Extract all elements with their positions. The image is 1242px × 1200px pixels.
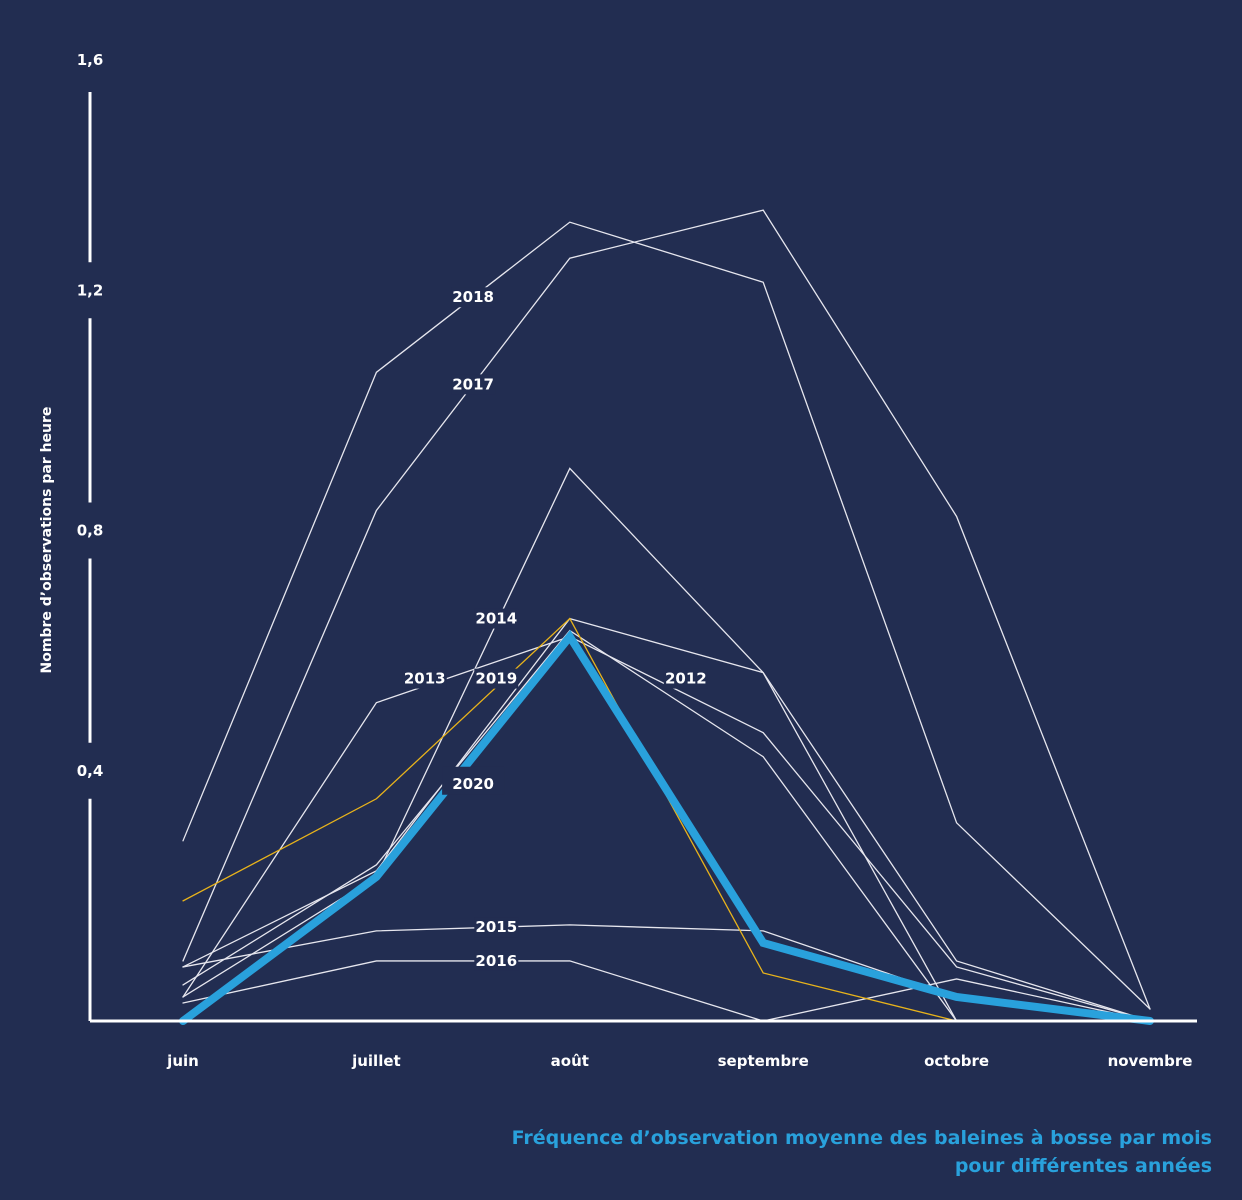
chart-title-line2: pour différentes années	[954, 1155, 1212, 1177]
series-line-unlabeled	[182, 467, 1151, 1022]
series-label-bg	[442, 766, 505, 795]
series-line-2017	[182, 209, 1151, 1010]
series-label-bg	[402, 668, 447, 689]
series-label-2013: 2013	[404, 670, 446, 688]
series-line-2020	[179, 629, 1154, 1025]
y-tick-label: 1,6	[77, 51, 104, 69]
series-label-bg	[474, 917, 519, 938]
x-tick-label: juin	[166, 1052, 199, 1070]
series-line-2016	[182, 960, 1151, 1022]
y-tick-label: 0,4	[77, 762, 104, 780]
series-line-2014	[182, 629, 1151, 1022]
series-label-2017: 2017	[452, 375, 494, 393]
series-label-bg	[663, 668, 708, 689]
series-label-bg	[474, 668, 519, 689]
series-label-bg	[451, 374, 496, 395]
x-tick-label: septembre	[718, 1052, 809, 1070]
chart-title: Fréquence d’observation moyenne des bale…	[511, 1127, 1212, 1149]
series-label-2015: 2015	[475, 918, 517, 936]
series-label-2012: 2012	[665, 670, 707, 688]
x-tick-label: juillet	[351, 1052, 401, 1070]
series-labels: 2018 2017 2014 2013 2012 2015 2016 2019 2020	[402, 287, 708, 971]
series-label-2016: 2016	[475, 952, 517, 970]
x-tick-label: novembre	[1108, 1052, 1193, 1070]
x-tick-label: octobre	[924, 1052, 989, 1070]
series-label-2014: 2014	[475, 610, 517, 628]
series-label-2020: 2020	[452, 775, 494, 793]
y-axis: 1,6 1,2 0,8 0,4	[77, 51, 104, 1021]
x-tick-label: août	[551, 1052, 589, 1070]
series-label-bg	[451, 287, 496, 308]
y-tick-label: 0,8	[77, 522, 104, 540]
series-label-bg	[474, 608, 519, 629]
y-axis-label: Nombre d’observations par heure	[39, 407, 55, 674]
x-axis-labels: juin juillet août septembre octobre novembre	[166, 1052, 1192, 1070]
y-tick-label: 1,2	[77, 281, 104, 299]
series-label-bg	[474, 950, 519, 971]
series-line-2018	[182, 221, 1151, 1010]
chart-caption: Fréquence d’observation moyenne des bale…	[312, 1124, 1212, 1180]
series-label-2019: 2019	[475, 670, 517, 688]
series-lines	[179, 209, 1154, 1025]
series-label-2018: 2018	[452, 288, 494, 306]
